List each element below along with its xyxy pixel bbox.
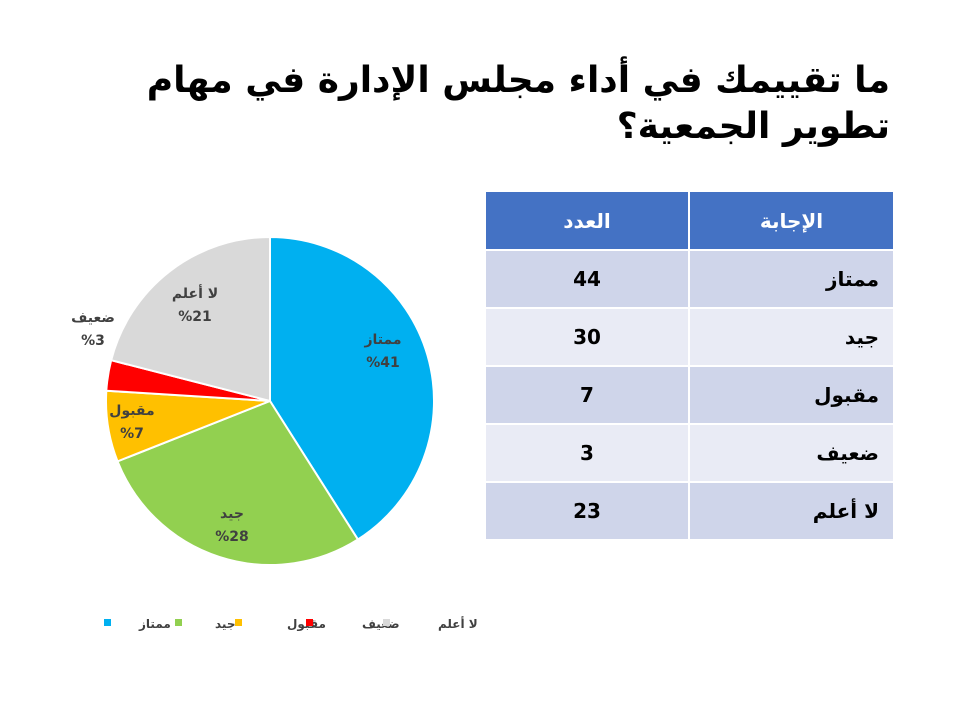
slice-value-label: %3 — [81, 333, 105, 349]
legend-swatch — [383, 619, 390, 626]
count-cell: 3 — [486, 423, 690, 482]
legend-swatch — [235, 619, 242, 626]
legend-label: ضعيف — [362, 617, 400, 631]
answer-cell: مقبول — [689, 365, 893, 424]
count-cell: 7 — [486, 365, 690, 424]
count-cell: 30 — [486, 307, 690, 366]
pie-labels: ممتاز %41 جيد %28 مقبول %7 ضعيف %3 لا أعلم %21 — [71, 284, 401, 545]
table-row: 23 لا أعلم — [486, 481, 893, 539]
header-answer: الإجابة — [689, 192, 893, 250]
slice-value-label: %28 — [215, 529, 249, 545]
answer-cell: جيد — [689, 307, 893, 366]
legend-label: لا أعلم — [438, 616, 478, 631]
slice-value-label: %7 — [120, 426, 144, 442]
legend-swatch — [104, 619, 111, 626]
table-row: 44 ممتاز — [486, 249, 893, 308]
slice-category-label: ممتاز — [363, 332, 401, 348]
slice-value-label: %21 — [178, 309, 212, 325]
count-cell: 23 — [486, 481, 690, 539]
pie-slice — [116, 399, 360, 566]
slice-category-label: ضعيف — [71, 310, 115, 326]
legend-label: ممتاز — [138, 617, 171, 631]
slide-title: ما تقييمك في أداء مجلس الإدارة في مهام ت… — [146, 60, 890, 147]
pie-slice — [109, 235, 271, 403]
table-row: 7 مقبول — [486, 365, 893, 424]
header-count: العدد — [486, 192, 690, 250]
slice-category-label: جيد — [220, 506, 244, 522]
legend-swatch — [175, 619, 182, 626]
chart-legend: ممتازجيدمقبولضعيفلا أعلم — [104, 616, 478, 632]
answer-cell: لا أعلم — [689, 481, 893, 539]
legend-swatch — [306, 619, 313, 626]
slice-category-label: مقبول — [109, 403, 154, 419]
results-table: العدد الإجابة 44 ممتاز 30 جيد 7 مقبول 3 … — [486, 192, 893, 539]
table-header-row: العدد الإجابة — [486, 192, 893, 250]
legend-label: جيد — [215, 617, 235, 631]
pie-slices — [104, 235, 435, 566]
slice-category-label: لا أعلم — [172, 284, 218, 302]
answer-cell: ضعيف — [689, 423, 893, 482]
answer-cell: ممتاز — [689, 249, 893, 308]
table-row: 30 جيد — [486, 307, 893, 366]
table-row: 3 ضعيف — [486, 423, 893, 482]
count-cell: 44 — [486, 249, 690, 308]
slice-value-label: %41 — [366, 355, 400, 371]
